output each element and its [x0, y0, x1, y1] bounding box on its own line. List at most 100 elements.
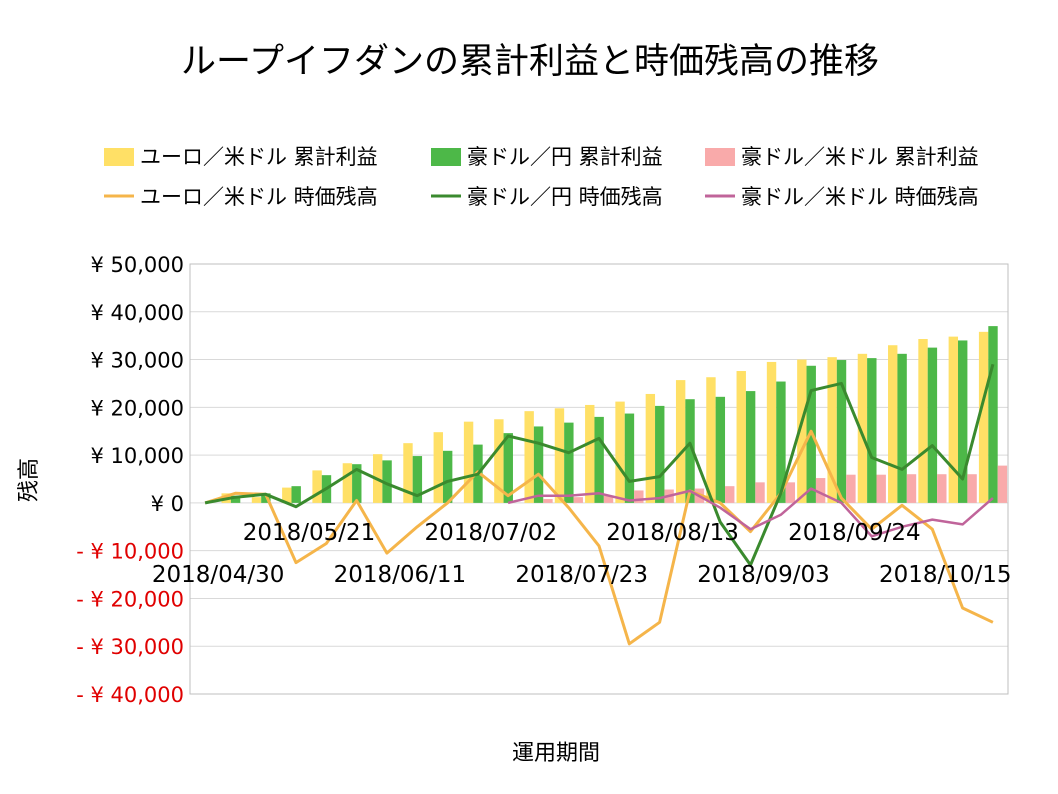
x-tick-label: 2018/10/15 — [879, 562, 1012, 588]
x-axis-ticks: 2018/05/21 2018/07/02 2018/08/13 2018/09/24… — [152, 520, 1012, 588]
bar — [997, 465, 1008, 503]
bar-series-group — [221, 331, 989, 503]
bar — [524, 411, 534, 503]
bar — [494, 419, 504, 503]
bar — [634, 490, 644, 503]
bar — [543, 499, 553, 503]
legend-label: 豪ドル／米ドル 累計利益 — [741, 145, 979, 169]
bar — [615, 401, 625, 503]
legend-entry: ユーロ／米ドル 時価残高 — [104, 185, 378, 209]
bar — [603, 495, 614, 503]
plot-area-border — [189, 263, 1009, 695]
x-tick-label: 2018/06/11 — [334, 562, 467, 588]
y-tick-label: - ¥ 10,000 — [76, 540, 184, 564]
bar — [867, 358, 877, 503]
bar — [433, 432, 443, 503]
y-tick-label: - ¥ 20,000 — [76, 587, 184, 611]
x-tick-label: 2018/07/23 — [515, 562, 648, 588]
bar — [937, 474, 947, 503]
y-axis-ticks: ¥ 50,000 ¥ 40,000 ¥ 30,000 ¥ 20,000 ¥ 10,000… — [76, 253, 184, 707]
bar — [685, 399, 695, 503]
y-tick-label: ¥ 0 — [151, 492, 184, 516]
bar — [766, 361, 777, 503]
bar — [655, 405, 665, 503]
bar — [573, 497, 583, 503]
bar — [967, 474, 977, 503]
bar — [715, 396, 726, 503]
x-tick-label: 2018/09/03 — [697, 562, 830, 588]
bar — [815, 478, 826, 503]
bar — [382, 460, 392, 503]
bar — [594, 416, 604, 503]
y-tick-label: ¥ 30,000 — [90, 349, 184, 373]
bar — [554, 408, 565, 503]
bar-series — [221, 326, 1008, 503]
legend-entry: 豪ドル／円 累計利益 — [431, 145, 663, 169]
y-tick-label: ¥ 10,000 — [90, 444, 184, 468]
bar — [888, 345, 898, 503]
bar — [836, 360, 847, 503]
bar — [978, 331, 989, 503]
line-series — [204, 363, 995, 646]
bar — [442, 450, 453, 503]
bar — [564, 422, 574, 503]
bar — [797, 359, 807, 503]
legend-swatch — [104, 148, 134, 166]
bar — [463, 421, 474, 503]
legend-swatch — [431, 148, 461, 166]
bar — [948, 336, 959, 503]
bar — [675, 380, 686, 503]
y-tick-label: - ¥ 40,000 — [76, 683, 184, 707]
bar — [503, 433, 513, 503]
legend-entry: ユーロ／米ドル 累計利益 — [104, 145, 378, 169]
bar — [312, 470, 322, 503]
series-line — [507, 487, 994, 538]
bar — [342, 463, 353, 503]
bar — [725, 486, 735, 503]
y-tick-label: ¥ 40,000 — [90, 301, 184, 325]
bar — [927, 347, 938, 503]
bar — [645, 393, 656, 503]
bar — [624, 413, 635, 503]
bar — [846, 474, 856, 503]
bar — [918, 339, 928, 503]
bar — [897, 353, 907, 503]
x-tick-label: 2018/05/21 — [243, 520, 376, 546]
y-tick-label: ¥ 20,000 — [90, 396, 184, 420]
bar — [958, 340, 968, 503]
y-axis-label: 残高 — [17, 458, 42, 502]
legend-entry: 豪ドル／米ドル 時価残高 — [705, 185, 979, 209]
legend-label: 豪ドル／米ドル 時価残高 — [741, 185, 979, 209]
bar — [251, 497, 262, 503]
bar — [585, 404, 595, 503]
legend: ユーロ／米ドル 累計利益 豪ドル／円 累計利益 豪ドル／米ドル 累計利益ユーロ／米ド… — [104, 145, 979, 209]
bar — [412, 456, 423, 503]
bar — [352, 464, 362, 503]
bar — [776, 381, 786, 503]
bar — [291, 486, 301, 503]
y-tick-label: - ¥ 30,000 — [76, 635, 184, 659]
legend-label: 豪ドル／円 累計利益 — [467, 145, 663, 169]
bar — [857, 353, 868, 503]
y-tick-label: ¥ 50,000 — [90, 253, 184, 277]
bar — [785, 482, 796, 503]
gridlines — [189, 263, 1009, 695]
bar — [533, 426, 544, 503]
x-tick-label: 2018/09/24 — [788, 520, 921, 546]
x-tick-label: 2018/08/13 — [606, 520, 739, 546]
bar — [988, 326, 998, 503]
bar — [745, 391, 756, 503]
chart-title: ループイフダンの累計利益と時価残高の推移 — [181, 42, 879, 82]
legend-entry: 豪ドル／米ドル 累計利益 — [705, 145, 979, 169]
bar — [755, 482, 765, 503]
bar — [282, 487, 292, 503]
legend-label: 豪ドル／円 時価残高 — [467, 185, 663, 209]
bar — [827, 357, 837, 503]
bar — [876, 474, 886, 503]
legend-swatch — [705, 148, 735, 166]
bar — [706, 377, 716, 503]
bar — [230, 495, 241, 503]
legend-entry: 豪ドル／円 時価残高 — [431, 185, 663, 209]
x-axis-label: 運用期間 — [512, 741, 600, 766]
